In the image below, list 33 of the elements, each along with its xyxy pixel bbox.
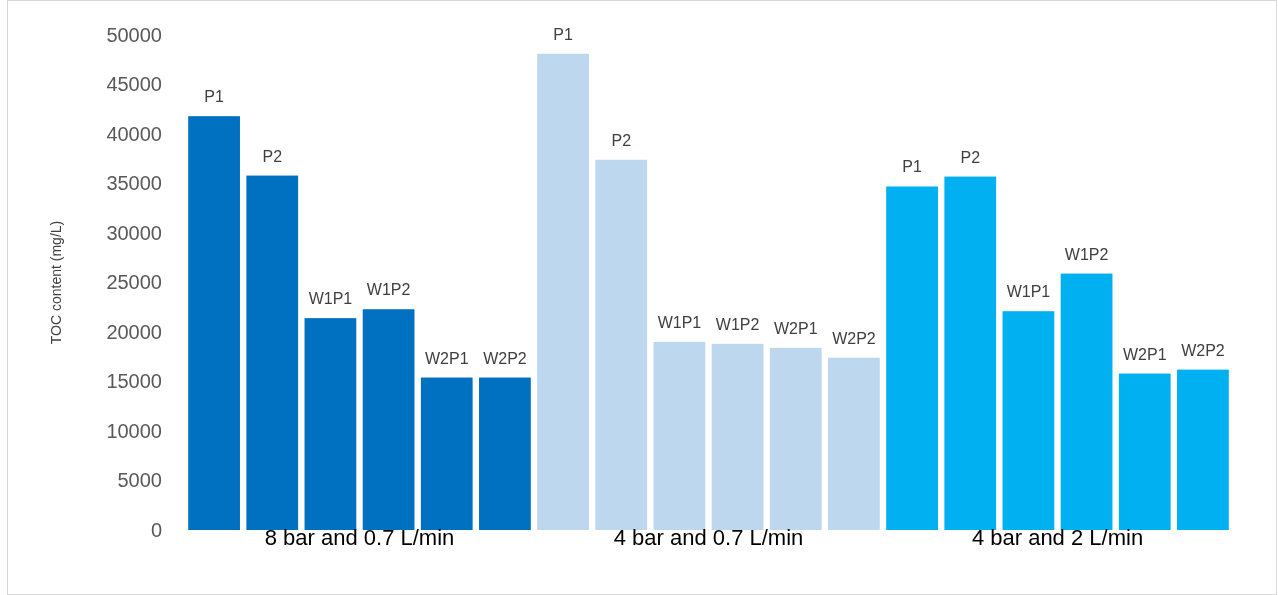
x-tick-label: 4 bar and 2 L/min xyxy=(971,525,1144,551)
y-tick-label: 25000 xyxy=(106,271,162,294)
text: W2P1 xyxy=(1122,345,1167,363)
text: W1P1 xyxy=(1006,283,1051,301)
y-tick-label: 35000 xyxy=(106,172,162,195)
text: W2P2 xyxy=(832,329,876,347)
text: W1P1 xyxy=(657,313,702,331)
text: W2P2 xyxy=(1181,341,1225,359)
text: P2 xyxy=(611,131,632,149)
text: W1P2 xyxy=(715,315,760,333)
series-label: W2P1 xyxy=(424,349,469,367)
y-axis-title: TOC content (mg/L) xyxy=(48,220,64,345)
y-tick-label: 45000 xyxy=(106,73,162,96)
y-tick-label: 0 xyxy=(150,518,162,541)
x-tick-label: 8 bar and 0.7 L/min xyxy=(264,525,455,551)
text: W1P2 xyxy=(1064,245,1109,263)
y-tick-label: 10000 xyxy=(106,419,162,442)
text: P2 xyxy=(960,148,981,166)
series-label: P2 xyxy=(262,147,283,165)
series-label: W1P1 xyxy=(308,290,353,308)
y-tick-label: 50000 xyxy=(106,23,162,46)
text: W2P1 xyxy=(773,319,818,337)
text: P1 xyxy=(902,158,922,176)
series-label: P1 xyxy=(204,88,224,106)
y-tick-label: 5000 xyxy=(117,469,162,492)
text: P1 xyxy=(553,25,573,43)
series-label: W2P2 xyxy=(483,349,527,367)
y-tick-label: 40000 xyxy=(106,122,162,145)
series-label: W1P2 xyxy=(366,281,411,299)
y-tick-label: 15000 xyxy=(106,370,162,393)
y-tick-label: 30000 xyxy=(106,221,162,244)
y-tick-label: 20000 xyxy=(106,320,162,343)
x-tick-label: 4 bar and 0.7 L/min xyxy=(613,525,804,551)
